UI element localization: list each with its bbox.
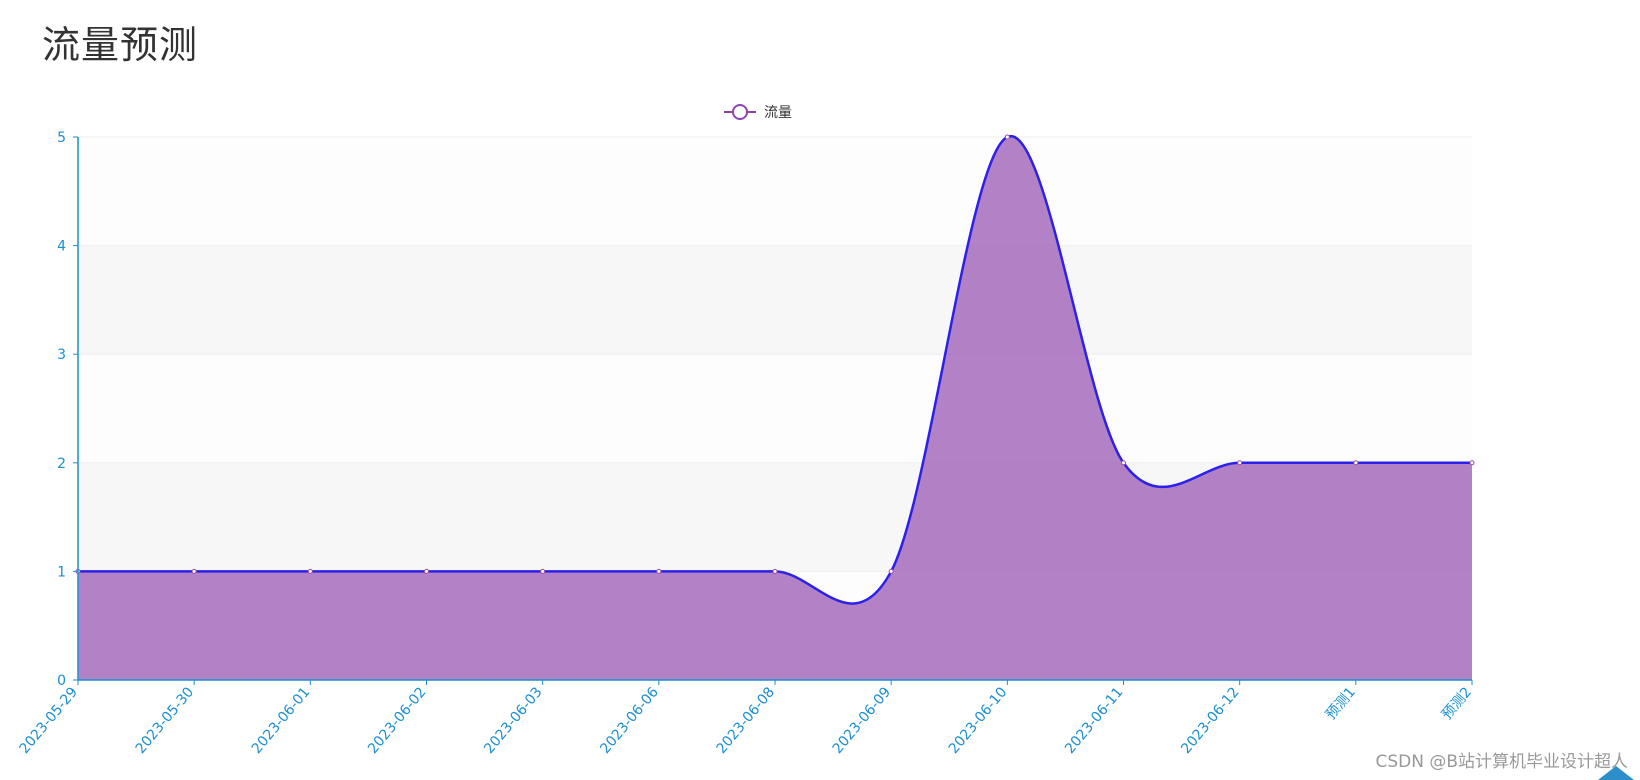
y-tick-label: 5	[57, 130, 66, 146]
data-point-预测1	[1353, 460, 1359, 466]
y-tick-label: 3	[57, 347, 66, 363]
x-tick-label-预测2: 预测2	[1439, 684, 1475, 723]
data-point-2023-06-09	[888, 568, 894, 574]
x-tick-label-2023-06-09: 2023-06-09	[830, 684, 895, 757]
legend-label: 流量	[764, 105, 792, 121]
y-tick-label: 1	[57, 564, 66, 580]
x-tick-label-2023-06-11: 2023-06-11	[1062, 684, 1127, 757]
legend-marker-icon	[732, 104, 748, 120]
x-tick-label-2023-06-03: 2023-06-03	[481, 684, 546, 757]
series-line-流量	[78, 135, 1472, 605]
y-tick-label: 4	[57, 239, 66, 255]
grid-band	[78, 354, 1472, 463]
x-tick-label-预测1: 预测1	[1323, 684, 1359, 723]
x-tick-label-2023-06-06: 2023-06-06	[597, 684, 662, 757]
page-title: 流量预测	[42, 23, 199, 67]
series-area-流量	[78, 136, 1472, 681]
data-point-2023-06-02	[424, 568, 429, 574]
x-tick-label-2023-06-10: 2023-06-10	[946, 684, 1011, 757]
data-point-2023-06-06	[656, 568, 662, 574]
grid-band	[78, 137, 1472, 246]
grid-band	[78, 245, 1472, 355]
x-tick-label-2023-06-08: 2023-06-08	[714, 684, 779, 757]
data-point-2023-06-11	[1121, 460, 1126, 466]
watermark: CSDN @B站计算机毕业设计超人	[1375, 752, 1628, 772]
y-tick-label: 0	[57, 673, 66, 689]
data-point-2023-06-01	[307, 568, 313, 574]
y-tick-label: 2	[57, 456, 66, 472]
data-point-2023-05-30	[191, 568, 197, 574]
data-point-2023-06-03	[540, 568, 546, 574]
data-point-预测2	[1469, 460, 1475, 466]
data-point-2023-06-12	[1237, 460, 1243, 466]
x-tick-label-2023-06-01: 2023-06-01	[249, 684, 314, 757]
data-point-2023-06-08	[772, 568, 778, 574]
x-tick-label-2023-05-30: 2023-05-30	[133, 684, 198, 757]
x-tick-label-2023-06-02: 2023-06-02	[365, 684, 430, 757]
back-to-top-button[interactable]	[1598, 766, 1634, 780]
x-tick-label-2023-06-12: 2023-06-12	[1178, 684, 1243, 757]
x-tick-label-2023-05-29: 2023-05-29	[17, 684, 82, 757]
data-point-2023-06-10	[1004, 134, 1010, 140]
